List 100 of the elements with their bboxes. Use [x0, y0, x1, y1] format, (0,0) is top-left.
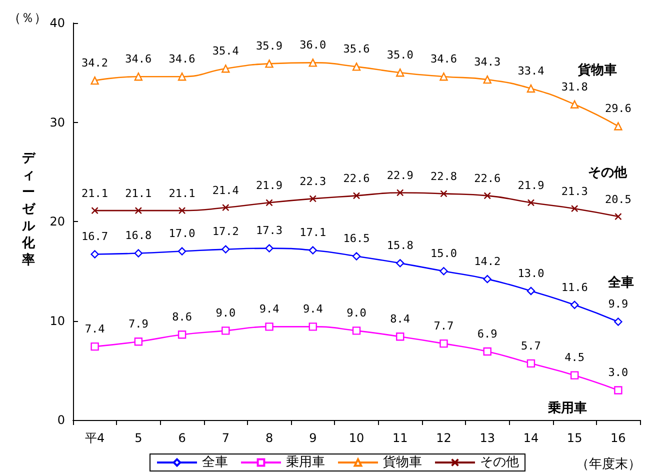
data-label: 9.4 — [302, 302, 324, 316]
data-label: 5.7 — [521, 339, 541, 352]
text: 貨物車 — [578, 63, 618, 78]
data-label: 21.1 — [125, 186, 152, 200]
x-tick-label: 9 — [309, 431, 317, 445]
point — [222, 204, 230, 212]
y-axis-title: ディーゼル化率 — [21, 151, 36, 268]
point — [352, 252, 361, 260]
point — [90, 342, 99, 351]
point — [526, 286, 536, 296]
point — [134, 72, 143, 81]
data-label: 22.3 — [300, 175, 326, 188]
y-tick-label: 40 — [50, 16, 65, 30]
data-label: 22.6 — [343, 172, 370, 186]
point — [90, 76, 99, 85]
x-tick-label: 平4 — [84, 431, 105, 445]
data-label: 15.0 — [430, 247, 457, 260]
point — [178, 247, 186, 256]
data-label: 9.4 — [259, 302, 280, 316]
data-label: 15.8 — [386, 239, 414, 252]
point — [440, 72, 448, 81]
point — [266, 199, 273, 206]
point — [308, 246, 317, 254]
text: その他 — [588, 166, 628, 181]
point — [265, 60, 274, 68]
data-label: 17.1 — [300, 226, 326, 240]
legend-label: 乗用車 — [286, 455, 325, 470]
data-label: 16.5 — [343, 232, 370, 246]
point — [134, 337, 143, 346]
data-label: 36.0 — [300, 38, 326, 52]
data-label: 8.6 — [172, 310, 192, 324]
data-label: 7.4 — [84, 322, 106, 336]
point — [352, 326, 361, 335]
data-label: 31.8 — [561, 80, 588, 94]
data-label: 6.9 — [477, 327, 498, 340]
data-label: 21.1 — [82, 186, 108, 200]
point — [396, 68, 404, 77]
data-label: 21.9 — [256, 179, 283, 192]
point — [570, 100, 579, 108]
data-label: 14.2 — [474, 254, 501, 268]
x-tick-label: 12 — [436, 431, 452, 445]
x-tick-label: 5 — [134, 431, 142, 445]
data-label: 34.3 — [474, 55, 501, 68]
point — [134, 206, 142, 214]
data-label: 35.0 — [386, 48, 414, 62]
data-label: 34.6 — [168, 52, 196, 66]
data-label: 9.0 — [216, 306, 236, 320]
y-tick-label: 30 — [50, 115, 65, 130]
point — [440, 339, 448, 348]
data-label: 21.1 — [168, 186, 196, 200]
point — [483, 75, 492, 84]
data-label: 22.9 — [386, 169, 414, 182]
point — [265, 322, 274, 331]
data-label: 21.9 — [518, 179, 544, 192]
data-label: 17.0 — [168, 227, 196, 240]
point — [265, 244, 274, 252]
data-label: 35.4 — [212, 44, 240, 58]
data-label: 17.2 — [212, 225, 239, 238]
point — [90, 250, 99, 258]
y-tick-label: 20 — [50, 214, 65, 228]
point — [222, 326, 230, 335]
point — [222, 64, 230, 73]
data-label: 35.9 — [256, 40, 283, 53]
point — [527, 199, 535, 206]
point — [396, 189, 404, 196]
data-label: 35.6 — [343, 42, 370, 56]
point — [134, 249, 143, 258]
point — [440, 190, 448, 198]
data-label: 17.3 — [256, 224, 283, 238]
x-axis-title: （年度末） — [576, 456, 641, 472]
point — [396, 332, 404, 341]
data-label: 7.9 — [128, 317, 148, 330]
point — [308, 322, 317, 331]
point — [309, 195, 316, 202]
point — [614, 386, 622, 394]
x-tick-label: 6 — [178, 431, 186, 445]
point — [570, 371, 579, 380]
point — [614, 212, 622, 220]
data-label: 9.0 — [346, 306, 366, 320]
data-label: 16.8 — [125, 229, 152, 242]
text: （％） — [8, 11, 47, 26]
data-label: 33.4 — [518, 64, 545, 78]
data-label: 34.6 — [430, 52, 457, 66]
legend-label: 貨物車 — [383, 455, 422, 470]
data-label: 29.6 — [604, 102, 632, 116]
y-tick-label: 10 — [50, 314, 65, 328]
data-label: 22.6 — [474, 172, 501, 186]
data-label: 8.4 — [390, 312, 410, 326]
data-label: 21.4 — [212, 184, 240, 198]
data-label: 21.3 — [561, 184, 588, 198]
point — [352, 62, 361, 71]
data-label: 34.2 — [82, 56, 108, 70]
point — [570, 300, 579, 309]
point — [352, 192, 360, 200]
data-label: 13.0 — [518, 266, 544, 280]
point — [614, 318, 622, 326]
data-label: 4.5 — [564, 351, 585, 364]
data-label: 3.0 — [608, 366, 628, 380]
point — [178, 72, 186, 81]
point — [570, 205, 578, 212]
